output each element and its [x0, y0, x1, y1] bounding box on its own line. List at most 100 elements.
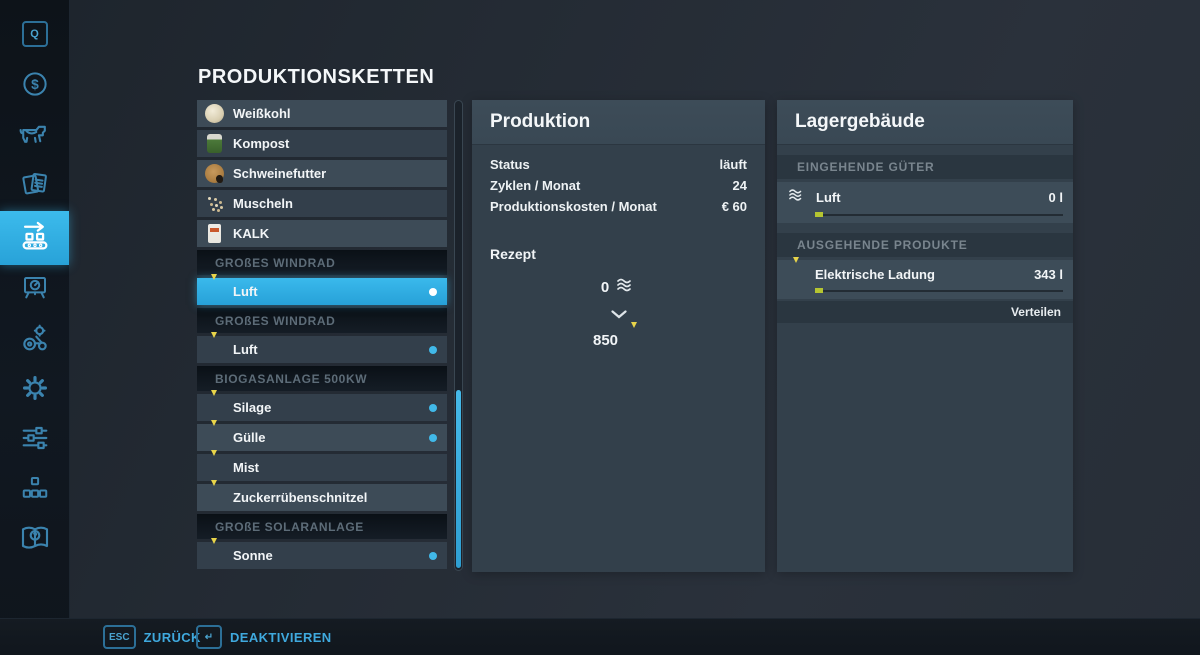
section-header-label: BIOGASANLAGE 500KW — [215, 371, 368, 386]
active-dot — [429, 345, 437, 354]
blocks-icon — [19, 473, 51, 508]
sidebar-item-finances[interactable]: $ — [0, 61, 69, 111]
battery-icon — [208, 480, 221, 507]
svg-text:$: $ — [31, 77, 39, 92]
battery-icon — [208, 420, 221, 447]
list-item-luft-2[interactable]: Luft — [197, 332, 447, 363]
fill-level-bar — [815, 288, 1063, 293]
svg-text:?: ? — [32, 530, 37, 540]
list-section-grosse-solaranlage: GROßE SOLARANLAGE — [197, 514, 447, 539]
esc-key-badge: ESC — [103, 625, 136, 649]
tractor-gear-icon — [18, 322, 52, 359]
chart-board-icon — [19, 273, 51, 308]
help-book-icon: ? — [18, 522, 52, 559]
air-icon — [787, 187, 807, 208]
storage-item-amount: 343 l — [1034, 267, 1063, 282]
outgoing-row-elektrische-ladung[interactable]: Elektrische Ladung 343 l — [777, 257, 1073, 299]
page-title: PRODUKTIONSKETTEN — [198, 66, 435, 88]
sidebar-item-mods[interactable] — [0, 465, 69, 515]
list-item-label: Schweinefutter — [233, 166, 327, 181]
deactivate-label: DEAKTIVIEREN — [230, 629, 332, 645]
active-dot — [429, 551, 437, 560]
storage-panel-header: Lagergebäude — [777, 100, 1073, 145]
production-list: Weißkohl Kompost Schweinefutter Muscheln… — [197, 100, 447, 572]
list-scrollbar-thumb[interactable] — [456, 389, 461, 568]
section-label: EINGEHENDE GÜTER — [797, 160, 935, 174]
recipe-output-amount: 850 — [592, 332, 619, 349]
list-item-kalk[interactable]: KALK — [197, 220, 447, 247]
stat-label: Zyklen / Monat — [490, 178, 581, 193]
list-item-label: Luft — [233, 342, 258, 357]
sidebar-item-controls[interactable] — [0, 415, 69, 465]
sidebar-item-animals[interactable] — [0, 111, 69, 161]
production-panel-header: Produktion — [472, 100, 765, 145]
stat-value: € 60 — [721, 199, 747, 214]
fill-level-track — [823, 289, 1063, 292]
storage-item-label: Luft — [816, 190, 841, 205]
section-header-label: GROßES WINDRAD — [215, 255, 336, 270]
list-section-grosses-windrad-2: GROßES WINDRAD — [197, 308, 447, 333]
sidebar-item-statistics[interactable] — [0, 265, 69, 315]
chevron-down-icon — [610, 306, 627, 324]
sidebar-item-settings[interactable] — [0, 365, 69, 415]
pig-feed-icon — [205, 164, 224, 183]
list-item-silage[interactable]: Silage — [197, 390, 447, 421]
fill-level-track — [823, 213, 1063, 216]
active-dot — [429, 287, 437, 296]
list-item-sonne[interactable]: Sonne — [197, 538, 447, 569]
sidebar-item-vehicles[interactable] — [0, 315, 69, 365]
list-item-mist[interactable]: Mist — [197, 450, 447, 481]
stat-value: läuft — [719, 157, 747, 172]
footer-bar: ESC ZURÜCK ↵ DEAKTIVIEREN — [0, 618, 1200, 655]
list-item-guelle[interactable]: Gülle — [197, 420, 447, 451]
stat-row-cycles: Zyklen / Monat 24 — [490, 178, 747, 193]
list-section-grosses-windrad-1: GROßES WINDRAD — [197, 250, 447, 275]
production-panel-title: Produktion — [490, 111, 591, 132]
battery-icon — [628, 322, 641, 351]
list-item-muscheln[interactable]: Muscheln — [197, 190, 447, 217]
list-item-kompost[interactable]: Kompost — [197, 130, 447, 157]
list-item-schweinefutter[interactable]: Schweinefutter — [197, 160, 447, 187]
sidebar-item-production-chains[interactable] — [0, 211, 69, 265]
q-key-badge: Q — [21, 21, 48, 47]
list-item-label: Sonne — [233, 548, 273, 563]
storage-panel-title: Lagergebäude — [795, 111, 925, 132]
dollar-coin-icon: $ — [20, 69, 50, 104]
gear-icon — [19, 372, 51, 409]
air-icon — [616, 276, 636, 298]
lime-sack-icon — [208, 224, 221, 243]
shells-icon — [205, 194, 224, 213]
stat-label: Produktionskosten / Monat — [490, 199, 657, 214]
active-dot — [429, 403, 437, 412]
back-button[interactable]: ESC ZURÜCK — [103, 625, 201, 649]
fill-level-chip — [815, 288, 823, 293]
list-item-label: KALK — [233, 226, 270, 241]
recipe-input-amount: 0 — [600, 278, 610, 296]
storage-item-label: Elektrische Ladung — [815, 267, 935, 282]
stat-row-status: Status läuft — [490, 157, 747, 172]
battery-icon — [208, 274, 221, 301]
incoming-row-luft[interactable]: Luft 0 l — [777, 182, 1073, 223]
list-scrollbar[interactable] — [454, 100, 463, 571]
list-item-label: Silage — [233, 400, 272, 415]
list-item-label: Weißkohl — [233, 106, 291, 121]
incoming-goods-header: EINGEHENDE GÜTER — [777, 155, 1073, 179]
battery-icon — [208, 538, 221, 565]
deactivate-button[interactable]: ↵ DEAKTIVIEREN — [196, 625, 332, 649]
list-item-luft-selected[interactable]: Luft — [197, 274, 447, 305]
distribute-action-row[interactable]: Verteilen — [777, 301, 1073, 323]
list-item-weisskohl[interactable]: Weißkohl — [197, 100, 447, 127]
stat-row-costs: Produktionskosten / Monat € 60 — [490, 199, 747, 214]
list-item-label: Luft — [233, 284, 258, 299]
recipe-diagram: 0 850 — [472, 276, 765, 351]
recipe-input: 0 — [601, 276, 636, 298]
fill-level-chip — [815, 212, 823, 217]
storage-panel: Lagergebäude EINGEHENDE GÜTER Luft 0 l A… — [777, 100, 1073, 572]
production-panel: Produktion Status läuft Zyklen / Monat 2… — [472, 100, 765, 572]
list-item-label: Muscheln — [233, 196, 293, 211]
list-item-label: Kompost — [233, 136, 290, 151]
sidebar-item-help[interactable]: ? — [0, 515, 69, 565]
list-item-zuckerruebenschnitzel[interactable]: Zuckerrübenschnitzel — [197, 480, 447, 511]
recipe-title: Rezept — [490, 246, 536, 262]
sidebar-item-contracts[interactable] — [0, 161, 69, 211]
